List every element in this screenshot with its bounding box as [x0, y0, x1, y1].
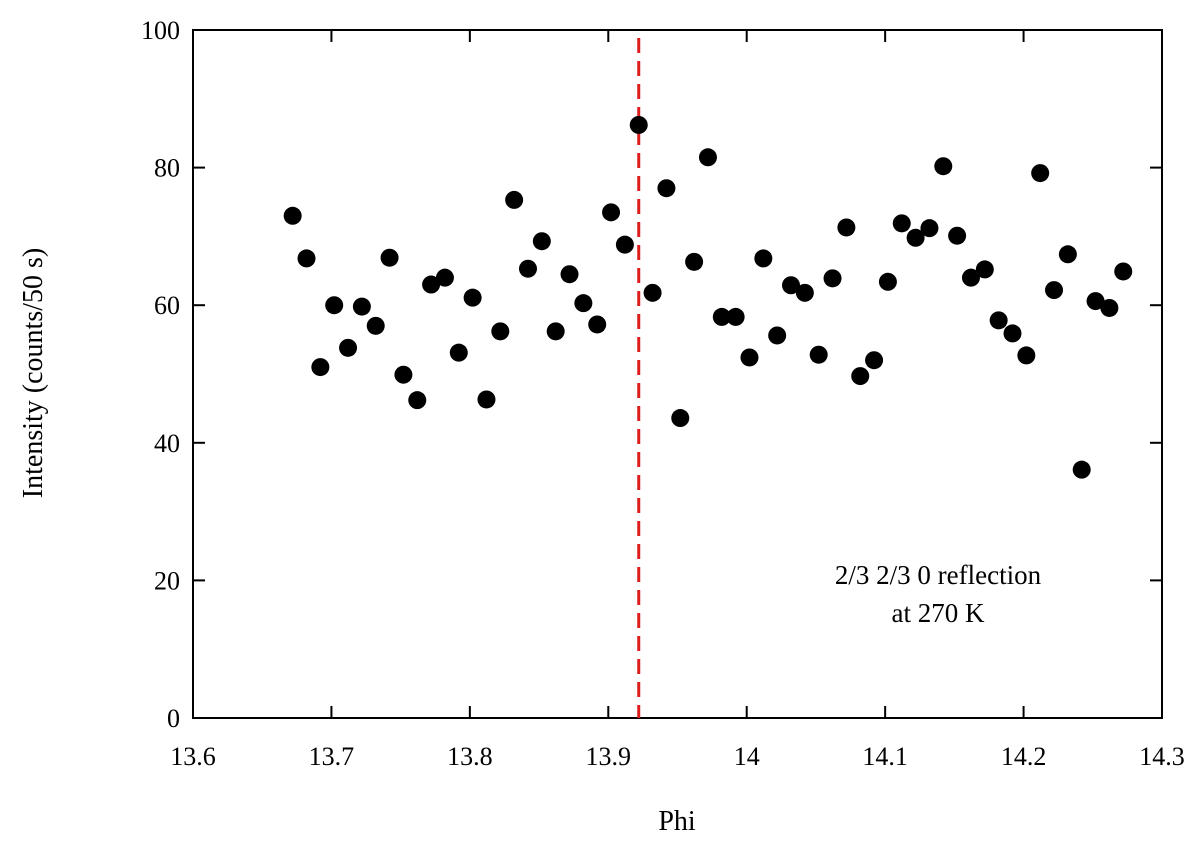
- y-tick-label: 80: [154, 154, 180, 183]
- x-tick-label: 14.1: [862, 742, 908, 771]
- data-point: [574, 294, 593, 313]
- y-tick-label: 60: [154, 291, 180, 320]
- data-point: [1017, 346, 1036, 365]
- data-point: [865, 351, 884, 370]
- plot-frame: [192, 29, 1163, 719]
- data-point: [1072, 460, 1091, 479]
- data-point: [934, 157, 953, 176]
- data-point: [975, 260, 994, 279]
- data-point: [698, 148, 717, 167]
- y-tick-label: 20: [154, 566, 180, 595]
- data-point: [768, 326, 787, 345]
- data-point: [1058, 245, 1077, 264]
- data-point: [906, 228, 925, 247]
- data-point: [1114, 262, 1133, 281]
- data-point: [1100, 298, 1119, 317]
- data-point: [782, 276, 801, 295]
- data-point: [892, 214, 911, 233]
- x-tick-label: 13.8: [447, 742, 493, 771]
- data-point: [602, 203, 621, 222]
- data-point: [366, 316, 385, 335]
- data-point: [961, 268, 980, 287]
- data-point: [823, 269, 842, 288]
- data-point: [989, 311, 1008, 330]
- data-point: [1045, 281, 1064, 300]
- tick-labels: 13.6 13.7 13.8 13.9 14 14.1 14.2 14.3 0 20 40 60 80 1…: [141, 16, 1185, 771]
- x-tick-label: 14.2: [1001, 742, 1047, 771]
- data-point: [380, 248, 399, 267]
- data-point: [560, 265, 579, 284]
- x-tick-label: 13.9: [586, 742, 632, 771]
- x-tick-label: 14: [734, 742, 760, 771]
- data-point: [671, 409, 690, 428]
- data-point: [754, 249, 773, 268]
- axis-ticks: [192, 29, 1163, 719]
- x-tick-label: 13.7: [309, 742, 355, 771]
- y-tick-label: 40: [154, 429, 180, 458]
- data-point: [408, 391, 427, 410]
- data-point: [491, 322, 510, 341]
- data-point: [1003, 324, 1022, 343]
- data-point: [352, 297, 371, 316]
- data-point: [809, 345, 828, 364]
- data-point: [297, 249, 316, 268]
- data-point: [1031, 164, 1050, 183]
- data-point: [726, 307, 745, 326]
- data-point: [505, 190, 524, 209]
- y-tick-label: 0: [167, 704, 180, 733]
- data-point: [546, 322, 565, 341]
- data-point: [920, 219, 939, 238]
- data-point: [532, 232, 551, 251]
- x-tick-label: 14.3: [1139, 742, 1185, 771]
- y-axis-label: Intensity (counts/50 s): [18, 248, 49, 498]
- data-point: [657, 179, 676, 198]
- data-point: [283, 206, 302, 225]
- data-point: [851, 367, 870, 386]
- data-point: [643, 283, 662, 302]
- data-point: [712, 307, 731, 326]
- annotation-line-2: at 270 K: [892, 598, 985, 628]
- data-point: [685, 252, 704, 271]
- data-point: [339, 338, 358, 357]
- data-point: [422, 275, 441, 294]
- annotation-line-1: 2/3 2/3 0 reflection: [835, 560, 1042, 590]
- data-point: [878, 272, 897, 291]
- data-points: [283, 115, 1133, 479]
- data-point: [615, 235, 634, 254]
- data-point: [325, 296, 344, 315]
- data-point: [435, 268, 454, 287]
- data-point: [394, 365, 413, 384]
- data-point: [740, 348, 759, 367]
- x-tick-label: 13.6: [170, 742, 216, 771]
- data-point: [311, 358, 330, 377]
- data-point: [449, 343, 468, 362]
- data-point: [795, 283, 814, 302]
- data-point: [629, 115, 648, 134]
- y-tick-label: 100: [141, 16, 180, 45]
- data-point: [948, 226, 967, 245]
- data-point: [837, 218, 856, 237]
- data-point: [463, 288, 482, 307]
- data-point: [1086, 292, 1105, 311]
- x-axis-label: Phi: [658, 806, 696, 837]
- data-point: [518, 259, 537, 278]
- data-point: [588, 315, 607, 334]
- data-point: [477, 390, 496, 409]
